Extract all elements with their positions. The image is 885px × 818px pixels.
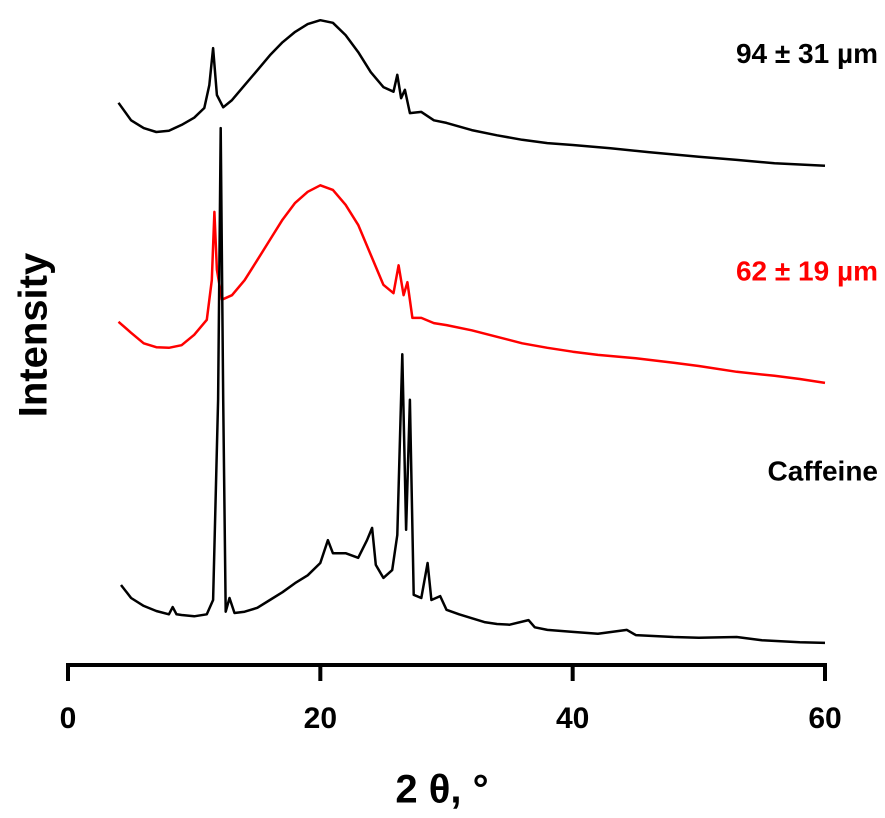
series-line	[120, 126, 826, 645]
series-label: 62 ± 19 µm	[736, 255, 878, 286]
x-tick-label: 20	[304, 702, 337, 735]
series-label: Caffeine	[768, 455, 878, 486]
series-line	[117, 18, 826, 168]
x-tick-label: 40	[556, 702, 589, 735]
x-axis-label: 2 θ, °	[395, 768, 488, 812]
y-axis-label: Intensity	[12, 252, 56, 417]
series-label: 94 ± 31 µm	[736, 38, 878, 69]
x-tick-label: 60	[808, 702, 841, 735]
x-tick-label: 0	[60, 702, 77, 735]
series-line	[117, 184, 826, 385]
